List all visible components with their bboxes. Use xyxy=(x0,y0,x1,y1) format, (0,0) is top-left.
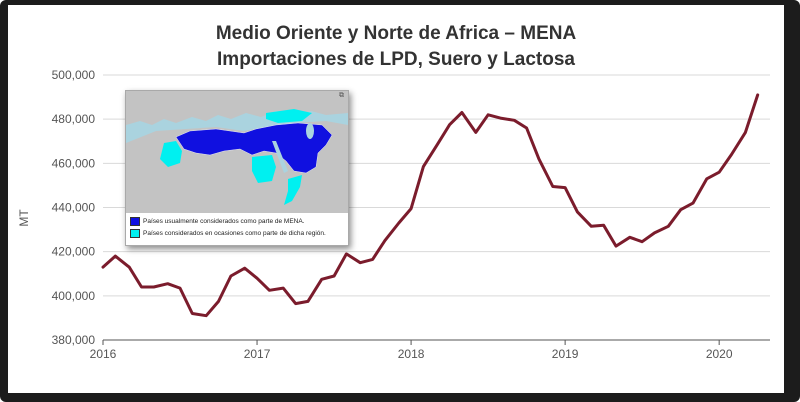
y-axis-label: MT xyxy=(17,209,31,227)
chart-subtitle: Importaciones de LPD, Suero y Lactosa xyxy=(217,49,575,70)
chart-title: Medio Oriente y Norte de Africa – MENA xyxy=(215,23,577,44)
y-tick-label: 400,000 xyxy=(52,289,96,303)
expand-icon[interactable]: ⧉ xyxy=(339,92,344,99)
legend-label-core: Países usualmente considerados como part… xyxy=(143,217,305,225)
legend-label-sometimes: Países considerados en ocasiones como pa… xyxy=(143,229,326,237)
legend-row-sometimes: Países considerados en ocasiones como pa… xyxy=(130,227,344,239)
legend-swatch-core xyxy=(130,216,140,226)
mena-map xyxy=(126,91,348,213)
map-horn xyxy=(284,175,302,205)
y-tick-labels: 380,000 400,000 420,000 440,000 460,000 480,0… xyxy=(52,68,96,347)
map-legend: Países usualmente considerados como part… xyxy=(130,215,344,239)
y-tick-label: 460,000 xyxy=(52,156,96,170)
legend-row-core: Países usualmente considerados como part… xyxy=(130,215,344,227)
x-tick-label: 2017 xyxy=(244,347,271,361)
map-mena-core xyxy=(175,122,333,174)
legend-swatch-sometimes xyxy=(130,228,140,238)
y-tick-label: 480,000 xyxy=(52,112,96,126)
y-tick-label: 420,000 xyxy=(52,245,96,259)
x-tick-label: 2019 xyxy=(552,347,579,361)
map-turkey-region xyxy=(266,109,312,123)
x-tick-label: 2016 xyxy=(90,347,117,361)
mena-map-inset: ⧉ Países usualmente considerados como pa… xyxy=(125,90,349,246)
x-tick-labels: 2016 2017 2018 2019 2020 xyxy=(90,347,733,361)
map-caspian xyxy=(306,123,314,139)
line-chart: 380,000 400,000 420,000 440,000 460,000 480,0… xyxy=(17,68,770,361)
y-tick-label: 380,000 xyxy=(52,333,96,347)
y-tick-label: 500,000 xyxy=(52,68,96,82)
chart-panel: Medio Oriente y Norte de Africa – MENA I… xyxy=(8,5,784,393)
axes xyxy=(102,339,770,345)
series-lines xyxy=(101,93,760,318)
x-tick-label: 2018 xyxy=(398,347,425,361)
x-tick-label: 2020 xyxy=(706,347,733,361)
series-line xyxy=(101,93,760,318)
map-mauritania xyxy=(160,141,182,167)
map-red-sea xyxy=(272,141,288,173)
map-europe xyxy=(126,91,348,125)
map-sudan xyxy=(252,155,276,183)
y-tick-label: 440,000 xyxy=(52,201,96,215)
